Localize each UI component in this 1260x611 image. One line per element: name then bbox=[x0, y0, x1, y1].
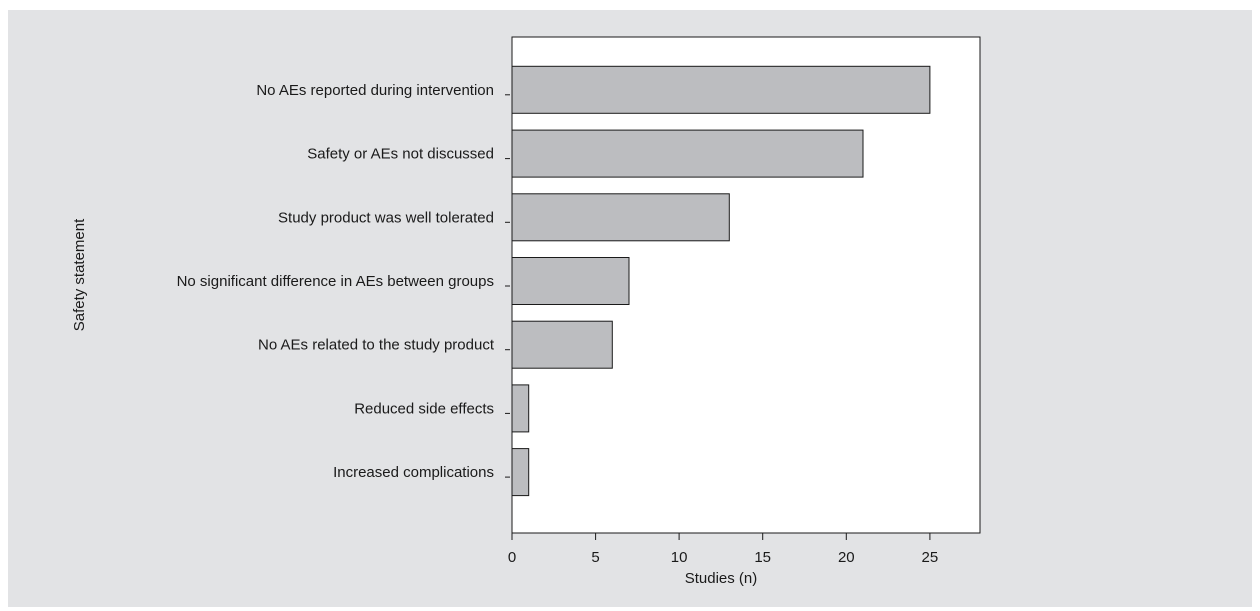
x-tick-label: 5 bbox=[591, 549, 599, 566]
x-tick-label: 10 bbox=[671, 549, 688, 566]
bar bbox=[511, 257, 630, 305]
bar bbox=[511, 320, 613, 369]
bar bbox=[511, 65, 931, 114]
bar bbox=[511, 448, 530, 497]
y-tick-label: Increased complications bbox=[333, 464, 494, 481]
y-tick-label: Study product was well tolerated bbox=[278, 209, 494, 226]
y-tick-label: No significant difference in AEs between… bbox=[177, 273, 494, 290]
y-tick-label: Safety or AEs not discussed bbox=[307, 146, 494, 163]
x-axis-title: Studies (n) bbox=[685, 570, 758, 587]
bars-group bbox=[511, 65, 931, 497]
y-tick-label: No AEs related to the study product bbox=[258, 337, 495, 354]
bar bbox=[511, 129, 864, 178]
x-tick-label: 25 bbox=[922, 549, 939, 566]
y-tick-label: Reduced side effects bbox=[354, 400, 494, 417]
y-axis-ticks: No AEs reported during intervention Safet… bbox=[177, 82, 510, 481]
x-tick-label: 15 bbox=[754, 549, 771, 566]
x-tick-label: 0 bbox=[508, 549, 516, 566]
x-tick-label: 20 bbox=[838, 549, 855, 566]
bar bbox=[511, 384, 530, 433]
x-axis-ticks: 0 5 10 15 20 25 bbox=[508, 533, 938, 566]
y-axis-title: Safety statement bbox=[71, 218, 88, 331]
y-tick-label: No AEs reported during intervention bbox=[256, 82, 494, 99]
bar bbox=[511, 193, 730, 242]
